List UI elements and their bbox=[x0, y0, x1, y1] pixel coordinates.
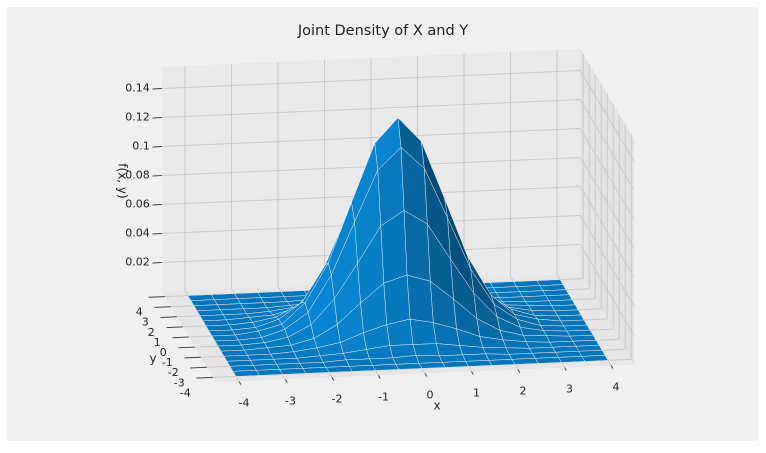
surface-patch bbox=[436, 344, 462, 356]
tick-mark bbox=[160, 317, 176, 318]
surface-patch bbox=[373, 364, 399, 370]
tick-mark bbox=[154, 307, 170, 308]
x-tick-label: 0 bbox=[427, 388, 434, 401]
surface-patch bbox=[529, 305, 555, 311]
z-tick-label: 0.12 bbox=[125, 111, 150, 124]
y-tick-label: 1 bbox=[154, 336, 161, 349]
x-tick-label: -2 bbox=[332, 392, 343, 405]
surface-patch bbox=[442, 361, 468, 367]
tick-mark bbox=[172, 337, 188, 338]
z-tick-label: 0.06 bbox=[125, 198, 150, 211]
tick-mark bbox=[190, 367, 206, 368]
surface-patch bbox=[419, 362, 445, 368]
surface-patch bbox=[532, 310, 558, 316]
surface-patch bbox=[410, 319, 436, 344]
z-tick-label: 0.02 bbox=[125, 256, 150, 269]
x-tick-label: 3 bbox=[566, 382, 573, 395]
surface-patch bbox=[499, 297, 525, 302]
y-tick-label: 0 bbox=[160, 346, 167, 359]
surface-patch bbox=[346, 359, 372, 367]
surface-patch bbox=[326, 366, 352, 372]
x-tick-label: -4 bbox=[239, 396, 250, 409]
surface-patch bbox=[256, 369, 282, 375]
tick-mark bbox=[178, 347, 194, 348]
surface-patch bbox=[523, 335, 549, 342]
z-axis-label: f(x, y) bbox=[116, 163, 130, 198]
surface-patch bbox=[384, 275, 410, 325]
surface-patch bbox=[489, 359, 515, 365]
surface-patch bbox=[541, 326, 567, 332]
surface-patch bbox=[303, 367, 329, 373]
surface-patch bbox=[544, 331, 570, 337]
x-axis-label: x bbox=[433, 399, 440, 413]
surface-patch bbox=[466, 360, 492, 366]
surface-patch bbox=[349, 365, 375, 371]
surface-patch bbox=[535, 357, 561, 363]
tick-mark bbox=[184, 357, 200, 358]
surface-patch bbox=[396, 363, 422, 369]
surface-patch bbox=[407, 275, 433, 323]
z-tick-label: 0.14 bbox=[125, 82, 150, 95]
surface-patch bbox=[370, 358, 396, 366]
surface-patch bbox=[512, 358, 538, 364]
chart-title: Joint Density of X and Y bbox=[297, 23, 468, 39]
surface-patch bbox=[483, 347, 509, 354]
y-tick-label: 3 bbox=[142, 316, 149, 329]
y-axis-label: y bbox=[149, 352, 156, 366]
x-tick-label: 1 bbox=[473, 386, 480, 399]
y-tick-label: 4 bbox=[136, 306, 143, 319]
surface-patch bbox=[280, 368, 306, 374]
surface-patch bbox=[582, 355, 608, 361]
surface-patch bbox=[463, 354, 489, 362]
x-tick-label: -1 bbox=[378, 390, 389, 403]
surface-patch bbox=[416, 355, 442, 363]
z-tick-label: 0.04 bbox=[125, 227, 150, 240]
surface-patch bbox=[413, 344, 439, 356]
tick-mark bbox=[148, 297, 164, 298]
tick-mark bbox=[196, 377, 212, 378]
surface-patch bbox=[439, 355, 465, 363]
z-tick-label: 0.1 bbox=[132, 140, 150, 153]
x-tick-label: 4 bbox=[613, 380, 620, 393]
x-tick-label: -3 bbox=[285, 394, 296, 407]
tick-mark bbox=[166, 327, 182, 328]
y-tick-label: 2 bbox=[148, 326, 155, 339]
surface-patch bbox=[233, 370, 259, 376]
surface-patch bbox=[559, 356, 585, 362]
surface-patch bbox=[526, 301, 552, 306]
x-tick-label: 2 bbox=[520, 384, 527, 397]
